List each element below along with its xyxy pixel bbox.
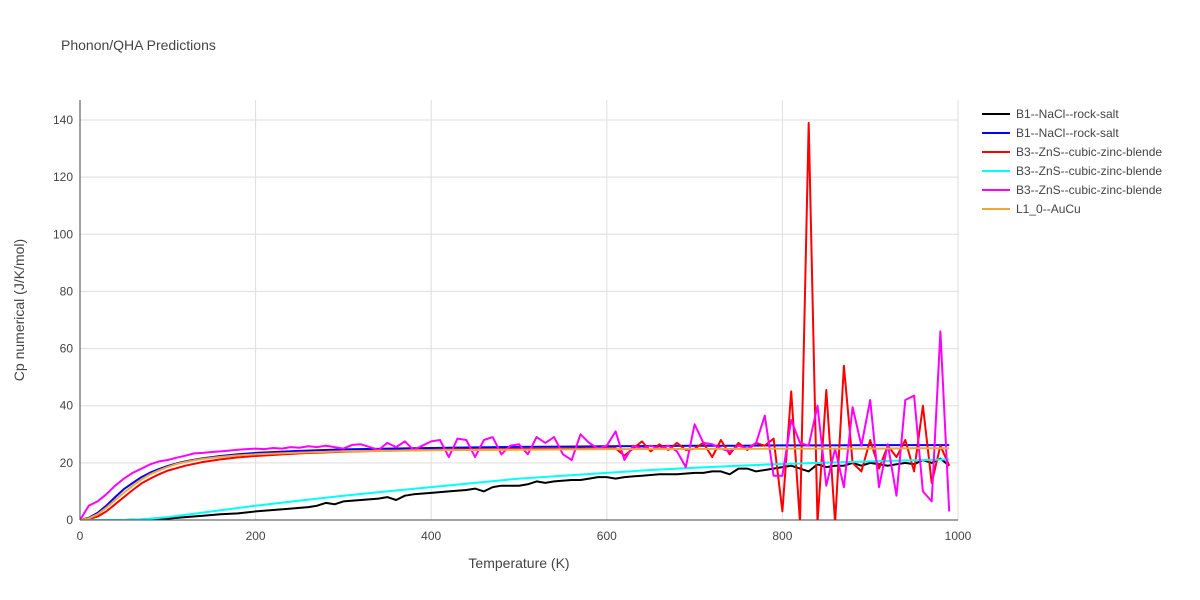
- legend-item[interactable]: B3--ZnS--cubic-zinc-blende: [982, 164, 1162, 178]
- series-line-2: [80, 121, 951, 520]
- plot-area: [80, 121, 951, 520]
- chart-title: Phonon/QHA Predictions: [61, 37, 216, 53]
- axes: 0 200 400 600 800 1000 0 20 40 60 80 100 120 140: [53, 100, 972, 543]
- legend-item[interactable]: B1--NaCl--rock-salt: [982, 126, 1119, 140]
- x-tick-label: 0: [77, 529, 84, 543]
- legend-label: L1_0--AuCu: [1016, 202, 1081, 216]
- legend-label: B3--ZnS--cubic-zinc-blende: [1016, 164, 1162, 178]
- legend-label: B1--NaCl--rock-salt: [1016, 126, 1119, 140]
- x-tick-label: 1000: [945, 529, 972, 543]
- legend-item[interactable]: B3--ZnS--cubic-zinc-blende: [982, 183, 1162, 197]
- y-tick-label: 40: [60, 399, 74, 413]
- series-line-4: [80, 330, 951, 520]
- y-tick-label: 20: [60, 456, 74, 470]
- series-line-3: [80, 458, 950, 520]
- legend-label: B1--NaCl--rock-salt: [1016, 107, 1119, 121]
- y-tick-label: 0: [66, 513, 73, 527]
- series-line-5: [80, 447, 950, 520]
- legend-item[interactable]: B1--NaCl--rock-salt: [982, 107, 1119, 121]
- y-tick-label: 120: [53, 170, 73, 184]
- x-tick-label: 400: [421, 529, 441, 543]
- series-line-0: [80, 457, 950, 520]
- legend-item[interactable]: B3--ZnS--cubic-zinc-blende: [982, 145, 1162, 159]
- legend-label: B3--ZnS--cubic-zinc-blende: [1016, 183, 1162, 197]
- y-tick-label: 80: [60, 284, 74, 298]
- legend-label: B3--ZnS--cubic-zinc-blende: [1016, 145, 1162, 159]
- legend-item[interactable]: L1_0--AuCu: [982, 202, 1081, 216]
- x-axis-title: Temperature (K): [468, 555, 569, 571]
- y-axis-title: Cp numerical (J/K/mol): [11, 239, 27, 381]
- y-tick-label: 100: [53, 227, 73, 241]
- y-tick-label: 60: [60, 342, 74, 356]
- x-tick-label: 800: [772, 529, 792, 543]
- legend: B1--NaCl--rock-salt B1--NaCl--rock-salt B3…: [982, 107, 1162, 216]
- y-tick-label: 140: [53, 113, 73, 127]
- x-tick-label: 600: [597, 529, 617, 543]
- x-tick-label: 200: [246, 529, 266, 543]
